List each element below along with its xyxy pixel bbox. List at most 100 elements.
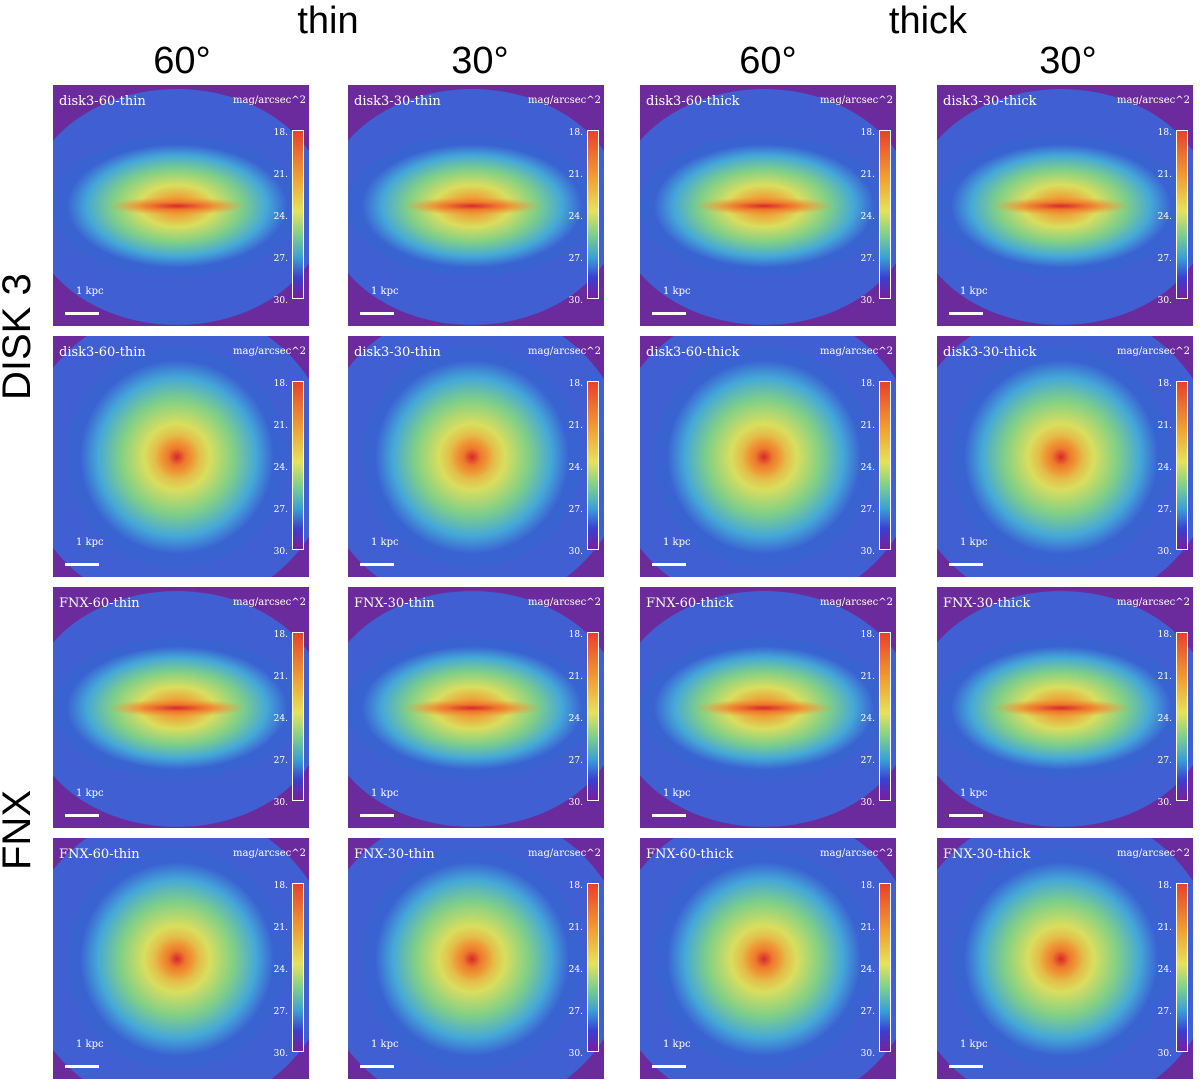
colorbar [587, 632, 599, 801]
scale-bar [360, 563, 394, 566]
colorbar-tick-label: 21. [273, 923, 288, 933]
scale-bar [65, 814, 99, 817]
colorbar-tick-label: 24. [273, 212, 288, 222]
colorbar-tick-label: 24. [860, 714, 875, 724]
scale-bar [360, 814, 394, 817]
map-panel: disk3-60-thin mag/arcsec^2 18. 21. 24. 27. 30.… [53, 336, 309, 577]
panel-title: FNX-60-thick [646, 847, 734, 862]
colorbar-tick-label: 18. [568, 128, 583, 138]
scale-bar-label: 1 kpc [960, 1039, 988, 1050]
colorbar-tick-label: 30. [860, 296, 875, 306]
colorbar-tick-label: 18. [1157, 128, 1172, 138]
surface-brightness-map [640, 838, 896, 1079]
scale-bar-label: 1 kpc [663, 537, 691, 548]
scale-bar-label: 1 kpc [76, 537, 104, 548]
colorbar-tick-label: 27. [568, 505, 583, 515]
colorbar-tick-label: 27. [1157, 505, 1172, 515]
colorbar-tick-label: 27. [273, 756, 288, 766]
colorbar-tick-label: 24. [568, 965, 583, 975]
colorbar-tick-label: 30. [273, 798, 288, 808]
map-panel: disk3-30-thick mag/arcsec^2 18. 21. 24. 27. 30… [937, 85, 1193, 326]
colorbar-tick-label: 21. [1157, 421, 1172, 431]
panel-title: FNX-30-thick [943, 847, 1031, 862]
surface-brightness-map [937, 587, 1193, 828]
colorbar-tick-label: 18. [1157, 630, 1172, 640]
colorbar-tick-label: 24. [273, 714, 288, 724]
map-panel: disk3-30-thin mag/arcsec^2 18. 21. 24. 27. 30.… [348, 85, 604, 326]
colorbar-tick-label: 27. [273, 254, 288, 264]
surface-brightness-map [640, 85, 896, 326]
colorbar-unit: mag/arcsec^2 [233, 95, 306, 106]
angle-label-col4: 30° [1039, 40, 1097, 82]
surface-brightness-map [937, 85, 1193, 326]
colorbar [1176, 632, 1188, 801]
colorbar-tick-label: 27. [860, 505, 875, 515]
scale-bar-label: 1 kpc [76, 1039, 104, 1050]
scale-bar-label: 1 kpc [371, 286, 399, 297]
scale-bar-label: 1 kpc [76, 286, 104, 297]
panel-title: disk3-30-thin [354, 94, 441, 109]
colorbar-tick-label: 27. [568, 756, 583, 766]
surface-brightness-map [53, 85, 309, 326]
surface-brightness-map [640, 587, 896, 828]
colorbar-tick-label: 30. [1157, 547, 1172, 557]
surface-brightness-map [53, 587, 309, 828]
colorbar-tick-label: 27. [568, 254, 583, 264]
colorbar-tick-label: 21. [273, 421, 288, 431]
colorbar-tick-label: 30. [860, 798, 875, 808]
colorbar-tick-label: 21. [1157, 170, 1172, 180]
colorbar-tick-label: 21. [860, 421, 875, 431]
row-label-fnx: FNX [0, 790, 39, 870]
map-panel: FNX-30-thick mag/arcsec^2 18. 21. 24. 27. 30. 1… [937, 587, 1193, 828]
surface-brightness-map [937, 336, 1193, 577]
colorbar-tick-label: 30. [1157, 296, 1172, 306]
map-panel: disk3-60-thin mag/arcsec^2 18. 21. 24. 27. 30.… [53, 85, 309, 326]
angle-label-col1: 60° [153, 40, 211, 82]
scale-bar [949, 814, 983, 817]
angle-label-col3: 60° [739, 40, 797, 82]
colorbar-tick-label: 30. [273, 1049, 288, 1059]
colorbar-unit: mag/arcsec^2 [1117, 346, 1190, 357]
colorbar-unit: mag/arcsec^2 [820, 346, 893, 357]
colorbar-tick-label: 21. [273, 170, 288, 180]
surface-brightness-map [348, 85, 604, 326]
colorbar-tick-label: 21. [568, 421, 583, 431]
colorbar-tick-label: 18. [1157, 379, 1172, 389]
map-panel: disk3-30-thin mag/arcsec^2 18. 21. 24. 27. 30.… [348, 336, 604, 577]
colorbar-tick-label: 21. [568, 672, 583, 682]
colorbar-tick-label: 30. [860, 547, 875, 557]
panel-title: disk3-30-thin [354, 345, 441, 360]
colorbar-tick-label: 24. [1157, 965, 1172, 975]
colorbar-tick-label: 21. [1157, 672, 1172, 682]
surface-brightness-map [640, 336, 896, 577]
surface-brightness-map [937, 838, 1193, 1079]
panel-title: disk3-60-thick [646, 94, 740, 109]
colorbar-tick-label: 21. [568, 170, 583, 180]
colorbar-tick-label: 24. [568, 212, 583, 222]
colorbar-tick-label: 30. [273, 296, 288, 306]
colorbar-tick-label: 24. [860, 212, 875, 222]
scale-bar [360, 312, 394, 315]
scale-bar-label: 1 kpc [371, 537, 399, 548]
map-panel: FNX-60-thick mag/arcsec^2 18. 21. 24. 27. 30. 1… [640, 838, 896, 1079]
colorbar [879, 883, 891, 1052]
colorbar-unit: mag/arcsec^2 [528, 848, 601, 859]
colorbar-tick-label: 27. [1157, 254, 1172, 264]
colorbar-tick-label: 27. [1157, 1007, 1172, 1017]
colorbar-unit: mag/arcsec^2 [528, 597, 601, 608]
scale-bar [652, 312, 686, 315]
colorbar [292, 130, 304, 299]
scale-bar-label: 1 kpc [663, 788, 691, 799]
colorbar-tick-label: 18. [568, 379, 583, 389]
scale-bar [652, 1065, 686, 1068]
colorbar-tick-label: 18. [860, 128, 875, 138]
colorbar-tick-label: 27. [1157, 756, 1172, 766]
colorbar-tick-label: 24. [1157, 463, 1172, 473]
panel-title: FNX-30-thin [354, 847, 435, 862]
map-panel: FNX-60-thin mag/arcsec^2 18. 21. 24. 27. 30. 1 … [53, 587, 309, 828]
colorbar-tick-label: 18. [568, 881, 583, 891]
angle-label-col2: 30° [451, 40, 509, 82]
colorbar-unit: mag/arcsec^2 [528, 346, 601, 357]
surface-brightness-map [348, 336, 604, 577]
colorbar-unit: mag/arcsec^2 [820, 597, 893, 608]
